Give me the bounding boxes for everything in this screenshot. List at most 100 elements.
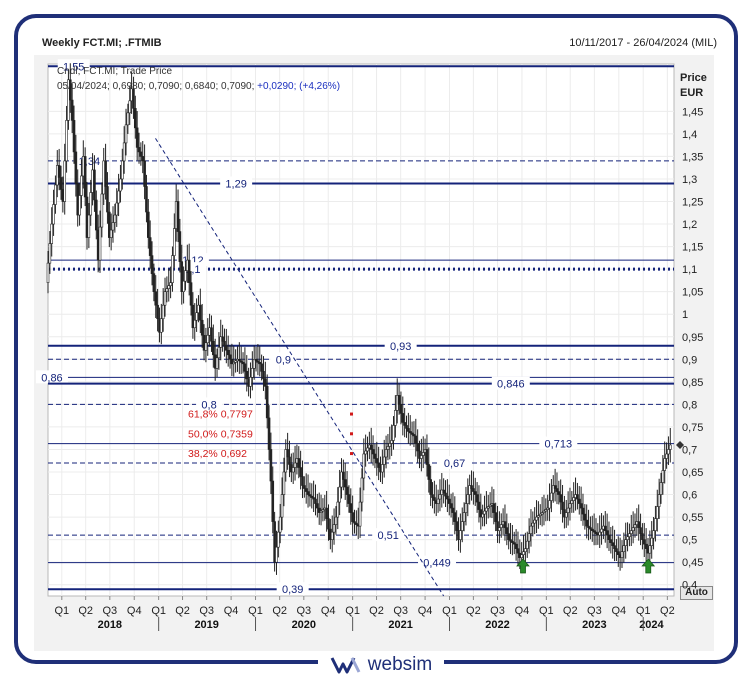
chart-title: Weekly FCT.MI; .FTMIB — [42, 37, 162, 49]
candle-body — [509, 539, 512, 542]
y-tick-label: 0,85 — [682, 377, 703, 389]
candle-body — [122, 142, 126, 162]
candle-body — [54, 184, 57, 205]
candle-body — [277, 531, 280, 548]
candle-body — [251, 368, 254, 378]
candle-body — [156, 304, 159, 320]
candle-body — [260, 363, 263, 372]
candle-body — [264, 378, 267, 387]
candle-body — [132, 88, 135, 109]
candle-body — [269, 449, 273, 482]
x-tick-label: Q2 — [563, 605, 578, 617]
websim-logo-icon — [330, 657, 361, 674]
candle-body — [431, 494, 434, 498]
x-tick-label: Q1 — [54, 605, 69, 617]
candle-body — [275, 546, 278, 563]
candle-body — [98, 226, 102, 261]
level-label-bg — [539, 436, 578, 450]
candle-body — [403, 422, 406, 426]
candle-body — [238, 359, 241, 362]
candle-body — [317, 507, 321, 513]
candle-body — [362, 453, 366, 479]
x-year-label: 2023 — [582, 619, 606, 631]
candle-body — [306, 491, 310, 495]
candle-body — [308, 494, 312, 497]
candle-body — [121, 160, 124, 180]
candle-body — [93, 169, 96, 201]
candle-body — [148, 237, 152, 256]
candle-body — [405, 425, 408, 429]
candle-body — [550, 492, 553, 501]
candle-body — [210, 327, 213, 342]
signal-arrow-icon — [641, 558, 656, 574]
candle-body — [520, 554, 523, 558]
candle-body — [644, 543, 648, 549]
candle-body — [78, 195, 81, 216]
candle-body — [265, 386, 269, 419]
x-tick-label: Q2 — [369, 605, 384, 617]
auto-scale-button[interactable]: Auto — [680, 586, 713, 600]
candle-body — [327, 518, 330, 530]
candle-body — [52, 204, 55, 225]
candle-body — [433, 497, 436, 501]
candle-body — [579, 503, 583, 509]
level-label: 0,93 — [390, 341, 411, 353]
candle-body — [154, 291, 158, 306]
info-line-1: Cndl; FCT.MI; Trade Price — [57, 66, 172, 77]
candle-body — [605, 530, 609, 536]
candle-body — [223, 340, 226, 347]
candle-body — [314, 498, 317, 504]
y-tick-label: 1,05 — [682, 287, 703, 299]
candle-body — [657, 494, 661, 507]
candle-body — [282, 471, 286, 495]
candle-body — [187, 259, 191, 283]
candle-body — [446, 495, 449, 500]
candle-body — [449, 503, 453, 509]
candle-body — [444, 492, 447, 497]
candle-body — [72, 120, 76, 153]
candle-body — [134, 108, 137, 129]
candle-body — [464, 503, 468, 513]
candle-body — [128, 100, 132, 114]
x-tick-label: Q4 — [224, 605, 239, 617]
candle-body — [507, 533, 510, 540]
websim-logo: websim — [318, 652, 444, 678]
candle-body — [410, 432, 414, 435]
x-year-label: 2022 — [485, 619, 509, 631]
candle-body — [615, 548, 618, 552]
x-tick-label: Q1 — [442, 605, 457, 617]
candle-body — [429, 479, 432, 495]
candle-body — [299, 467, 302, 477]
candle-body — [126, 112, 130, 126]
candle-body — [139, 151, 143, 157]
candle-body — [254, 359, 258, 362]
candle-body — [369, 444, 373, 450]
websim-logo-text: websim — [367, 654, 433, 675]
candle-body — [232, 362, 236, 365]
level-label: 0,86 — [41, 372, 62, 384]
x-tick-label: Q1 — [636, 605, 651, 617]
x-tick-label: Q2 — [175, 605, 190, 617]
candle-body — [336, 501, 340, 518]
fib-marker — [350, 412, 353, 416]
candle-body — [613, 545, 616, 549]
y-tick-label: 0,8 — [682, 399, 697, 411]
y-tick-label: 0,95 — [682, 332, 703, 344]
candle-body — [89, 192, 93, 216]
candle-body — [349, 503, 353, 513]
candle-body — [641, 533, 644, 540]
candle-body — [642, 539, 646, 545]
x-tick-label: Q4 — [418, 605, 433, 617]
candle-body — [447, 498, 451, 504]
candle-body — [418, 450, 421, 459]
x-year-label: 2020 — [292, 619, 316, 631]
candle-body — [68, 79, 72, 101]
candle-body — [394, 410, 397, 426]
x-tick-label: Q1 — [151, 605, 166, 617]
candle-body — [143, 160, 146, 187]
candle-body — [371, 449, 375, 455]
x-tick-label: Q4 — [321, 605, 336, 617]
candle-body — [124, 124, 128, 144]
x-tick-label: Q1 — [345, 605, 360, 617]
